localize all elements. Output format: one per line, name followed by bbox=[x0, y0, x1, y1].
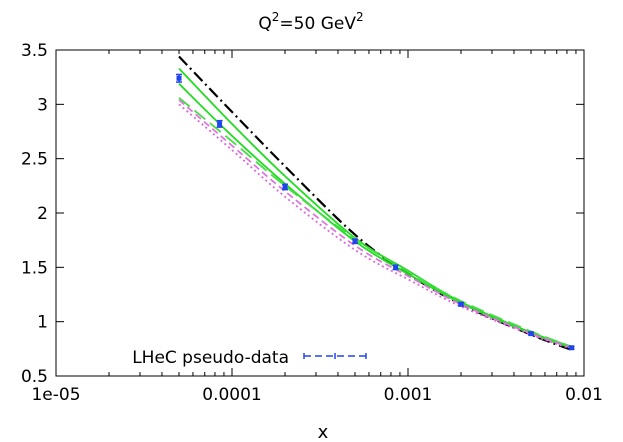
y-tick-label: 3.5 bbox=[21, 41, 48, 61]
data-point bbox=[568, 345, 575, 351]
data-point bbox=[352, 238, 359, 245]
y-axis: 0.5 1 1.5 2 2.5 3 3.5 bbox=[21, 41, 584, 387]
data-point bbox=[528, 331, 535, 337]
y-tick-label: 2 bbox=[37, 204, 48, 224]
x-axis: 1e-05 0.0001 0.001 0.01 bbox=[31, 50, 603, 405]
data-points bbox=[176, 73, 575, 351]
x-axis-label: x bbox=[318, 422, 329, 442]
x-tick-label: 0.01 bbox=[565, 385, 603, 405]
y-tick-label: 2.5 bbox=[21, 150, 48, 170]
series-line-5 bbox=[178, 99, 572, 349]
data-point bbox=[176, 73, 183, 83]
series-line-2 bbox=[178, 67, 572, 348]
title-superscript: 2 bbox=[356, 10, 364, 24]
data-point bbox=[281, 183, 288, 191]
legend: LHeC pseudo-data bbox=[132, 348, 367, 368]
data-point bbox=[392, 264, 399, 271]
data-point bbox=[216, 119, 223, 128]
y-tick-label: 1.5 bbox=[21, 258, 48, 278]
x-tick-label: 0.001 bbox=[384, 385, 433, 405]
series-line-3 bbox=[178, 83, 572, 349]
y-tick-label: 1 bbox=[37, 313, 48, 333]
title-superscript: 2 bbox=[272, 10, 280, 24]
x-tick-label: 1e-05 bbox=[31, 385, 80, 405]
legend-label: LHeC pseudo-data bbox=[132, 348, 289, 368]
y-tick-label: 0.5 bbox=[21, 367, 48, 387]
y-tick-label: 3 bbox=[37, 95, 48, 115]
data-point bbox=[457, 301, 464, 307]
series-line-4 bbox=[178, 97, 572, 348]
chart-title: Q2=50 GeV2 bbox=[258, 10, 363, 34]
legend-symbol bbox=[303, 353, 367, 359]
series-layer bbox=[178, 55, 572, 351]
plot-frame bbox=[55, 49, 585, 377]
x-tick-label: 0.0001 bbox=[202, 385, 261, 405]
series-line-1 bbox=[178, 55, 572, 351]
